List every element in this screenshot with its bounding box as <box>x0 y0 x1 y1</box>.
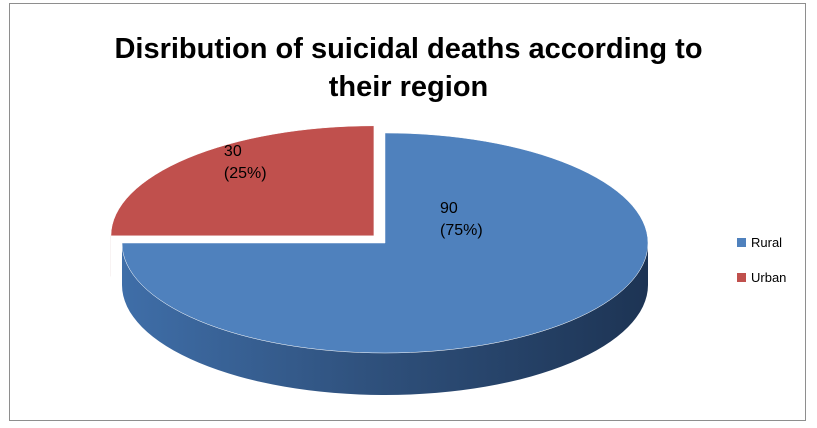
data-label-value-rural: 90 <box>440 200 458 217</box>
legend: Rural Urban <box>737 234 786 304</box>
legend-item-urban[interactable]: Urban <box>737 269 786 286</box>
chart-title-line-1: Disribution of suicidal deaths according… <box>114 33 703 65</box>
data-label-percent-rural: (75%) <box>440 222 483 239</box>
pie-slice-rural[interactable] <box>121 132 649 354</box>
data-label-value-urban: 30 <box>224 143 242 160</box>
legend-label-rural: Rural <box>751 235 783 250</box>
legend-label-urban: Urban <box>751 270 787 285</box>
legend-item-rural[interactable]: Rural <box>737 234 786 251</box>
chart-title-line-2: their region <box>328 71 489 103</box>
chart-title: Disribution of suicidal deaths according… <box>0 30 817 106</box>
legend-swatch-urban <box>737 273 746 282</box>
data-label-percent-urban: (25%) <box>224 165 267 182</box>
pie-slice-urban[interactable] <box>110 125 375 237</box>
legend-swatch-rural <box>737 238 746 247</box>
pie-wall-rural <box>122 243 648 395</box>
